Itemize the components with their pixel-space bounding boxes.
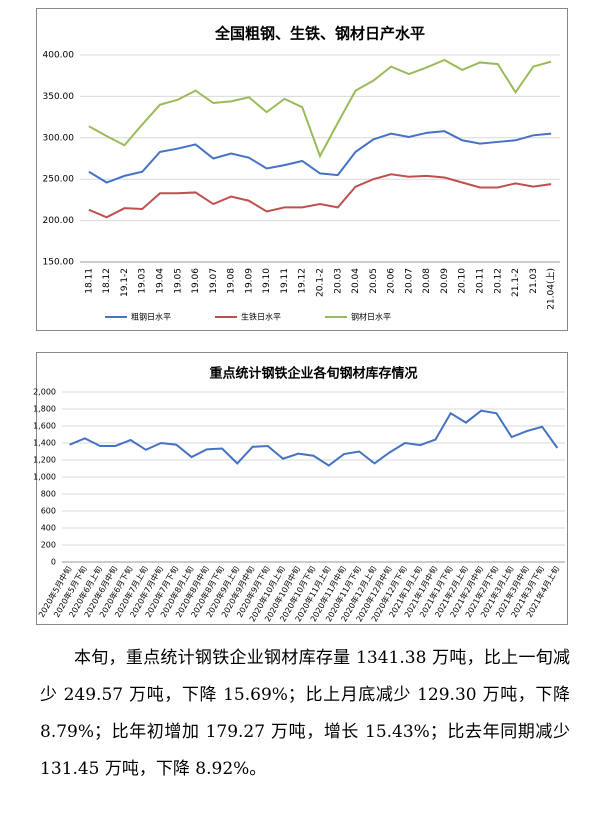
y-tick-label: 300.00 (43, 133, 75, 143)
y-tick-label: 350.00 (43, 92, 75, 102)
chart-title: 全国粗钢、生铁、钢材日产水平 (214, 25, 425, 43)
x-tick-label: 20.12 (493, 268, 503, 294)
x-tick-label: 19.07 (209, 268, 219, 294)
y-tick-label: 1,400 (33, 439, 56, 448)
y-tick-label: 200.00 (43, 216, 75, 226)
y-tick-label: 250.00 (43, 175, 75, 185)
x-tick-label: 19.11 (280, 268, 290, 294)
x-tick-label: 19.09 (244, 268, 254, 294)
legend-label: 钢材日水平 (351, 312, 391, 322)
y-tick-label: 1,200 (33, 456, 56, 465)
y-tick-label: 1,000 (33, 473, 56, 482)
x-tick-label: 19.05 (173, 268, 183, 294)
data-line (88, 58, 552, 159)
y-tick-label: 150.00 (43, 258, 75, 268)
x-tick-label: 20.10 (458, 268, 468, 294)
x-tick-label: 19.03 (138, 268, 148, 294)
x-tick-label: 21.04(上) (546, 268, 557, 310)
x-tick-label: 20.11 (476, 268, 486, 294)
x-tick-label: 21.1-2 (511, 268, 521, 297)
x-tick-label: 19.12 (298, 268, 308, 294)
chart-title: 重点统计钢铁企业各旬钢材库存情况 (209, 366, 417, 382)
chart-frame (36, 352, 568, 625)
x-tick-label: 20.04 (351, 268, 361, 294)
paragraph: 本旬，重点统计钢铁企业钢材库存量 1341.38 万吨，比上一旬减少 249.5… (40, 648, 570, 779)
x-tick-label: 19.06 (191, 268, 201, 294)
x-tick-label: 20.1-2 (316, 268, 326, 297)
y-tick-label: 200 (41, 541, 56, 550)
y-tick-label: 0 (51, 558, 56, 567)
data-line (88, 130, 552, 184)
y-tick-label: 400 (41, 524, 56, 533)
y-tick-label: 1,600 (33, 422, 56, 431)
x-tick-label: 20.09 (440, 268, 450, 294)
y-tick-label: 800 (41, 490, 56, 499)
x-tick-label: 19.08 (227, 268, 237, 294)
x-tick-label: 21.03 (529, 268, 539, 294)
y-tick-label: 2,000 (33, 388, 56, 397)
data-line (69, 409, 559, 467)
x-tick-label: 20.03 (333, 268, 343, 294)
y-tick-label: 400.00 (43, 51, 75, 61)
x-tick-label: 18.11 (84, 268, 94, 294)
x-tick-label: 19.04 (156, 268, 166, 294)
x-tick-label: 19.10 (262, 268, 272, 294)
charts: 全国粗钢、生铁、钢材日产水平 150.00 200.00 250.00 300.00 35… (33, 8, 568, 625)
legend-label: 粗钢日水平 (131, 312, 171, 322)
x-tick-label: 20.08 (422, 268, 432, 294)
y-tick-label: 600 (41, 507, 56, 516)
y-tick-label: 1,800 (33, 405, 56, 414)
x-tick-label: 18.12 (102, 268, 112, 294)
legend-label: 生铁日水平 (241, 312, 281, 322)
x-tick-label: 20.07 (404, 268, 414, 294)
x-tick-label: 20.05 (369, 268, 379, 294)
x-tick-label: 20.06 (387, 268, 397, 294)
x-tick-label: 19.1-2 (120, 268, 130, 297)
data-line (88, 173, 552, 219)
